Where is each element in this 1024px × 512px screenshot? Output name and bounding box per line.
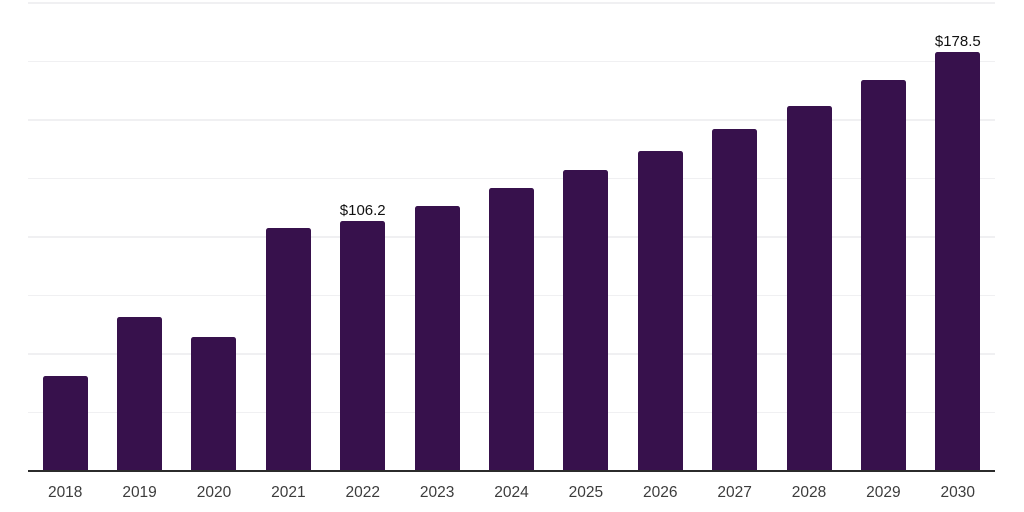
x-tick-label-2021: 2021 bbox=[271, 484, 306, 501]
x-tick-label-2022: 2022 bbox=[345, 484, 380, 501]
x-tick-label-2030: 2030 bbox=[940, 484, 976, 501]
value-label-2022: $106.2 bbox=[339, 201, 386, 219]
gridline bbox=[28, 60, 995, 62]
x-tick-label-2026: 2026 bbox=[643, 484, 678, 501]
x-tick-label-2027: 2027 bbox=[717, 484, 752, 501]
bar-2026 bbox=[637, 150, 683, 470]
bar-2019 bbox=[117, 317, 163, 470]
bar-2021 bbox=[265, 227, 311, 470]
bar-2025 bbox=[563, 170, 609, 470]
bar-2024 bbox=[489, 188, 534, 470]
x-axis-line bbox=[28, 469, 995, 472]
gridline bbox=[28, 119, 995, 121]
x-tick-label-2018: 2018 bbox=[47, 484, 83, 501]
bar-2029 bbox=[860, 80, 906, 470]
bar-2022 bbox=[340, 221, 386, 470]
bar-2018 bbox=[42, 376, 88, 470]
x-tick-label-2025: 2025 bbox=[568, 484, 604, 501]
x-tick-label-2028: 2028 bbox=[791, 484, 827, 501]
bar-2027 bbox=[712, 129, 758, 470]
gridline bbox=[28, 2, 995, 4]
bar-2030 bbox=[935, 52, 981, 470]
x-tick-label-2029: 2029 bbox=[866, 484, 901, 501]
bar-2020 bbox=[191, 336, 237, 470]
gridline bbox=[28, 177, 995, 179]
x-tick-label-2024: 2024 bbox=[494, 484, 529, 501]
x-tick-label-2019: 2019 bbox=[122, 484, 157, 501]
bar-2028 bbox=[786, 105, 832, 470]
x-tick-label-2023: 2023 bbox=[419, 484, 455, 501]
x-tick-label-2020: 2020 bbox=[196, 484, 232, 501]
value-label-2030: $178.5 bbox=[934, 32, 981, 50]
bar-2023 bbox=[414, 206, 460, 470]
